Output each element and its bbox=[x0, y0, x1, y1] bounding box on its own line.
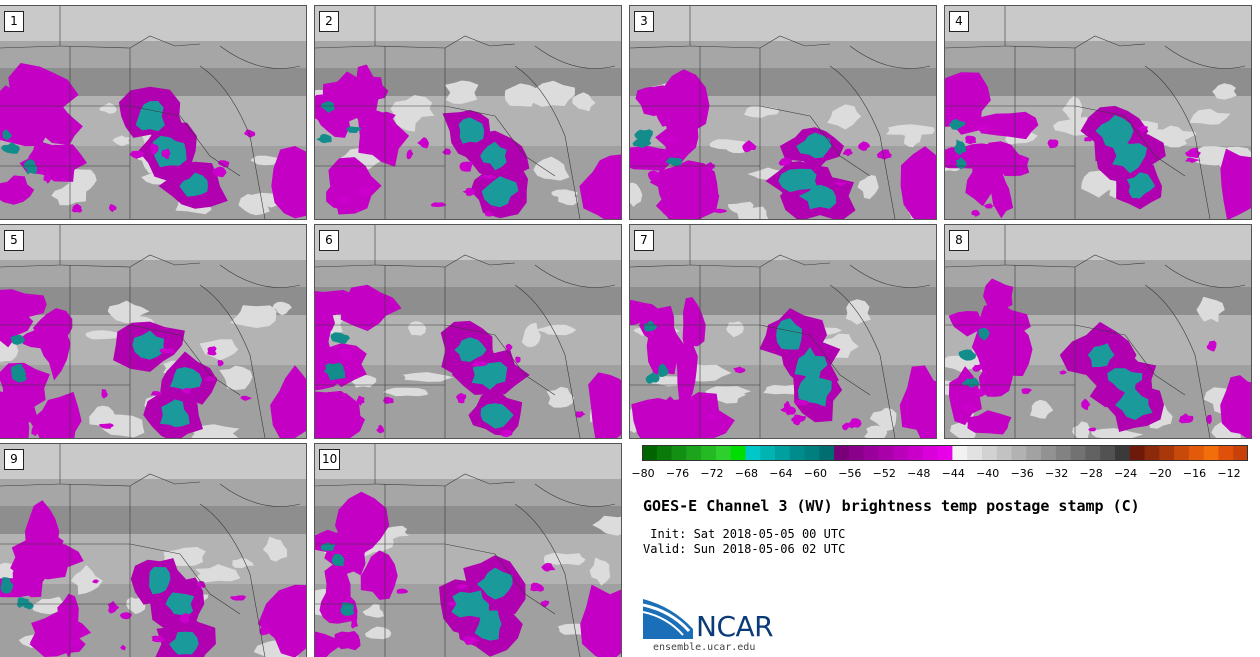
member-panel-5: 5 bbox=[0, 224, 307, 439]
colorbar-tick-label: −12 bbox=[1217, 467, 1241, 480]
colorbar-swatch bbox=[952, 445, 968, 461]
colorbar-swatch bbox=[1055, 445, 1072, 461]
colorbar-swatch bbox=[1203, 445, 1219, 461]
colorbar-tick-label: −16 bbox=[1182, 467, 1207, 480]
colorbar-swatch bbox=[893, 445, 909, 461]
wv-brightness-map bbox=[315, 444, 621, 657]
member-panel-1: 1 bbox=[0, 5, 307, 220]
colorbar-swatch bbox=[922, 445, 939, 461]
colorbar-swatch bbox=[834, 445, 850, 461]
wv-brightness-map bbox=[945, 6, 1251, 219]
panel-label: 2 bbox=[319, 11, 339, 32]
colorbar-swatch bbox=[967, 445, 983, 461]
colorbar-swatch bbox=[775, 445, 791, 461]
colorbar-swatch bbox=[671, 445, 687, 461]
colorbar-swatch bbox=[1026, 445, 1042, 461]
member-panel-6: 6 bbox=[314, 224, 622, 439]
panel-label: 3 bbox=[634, 11, 654, 32]
colorbar-tick-label: −48 bbox=[907, 467, 931, 480]
panel-label: 6 bbox=[319, 230, 339, 251]
colorbar-swatch bbox=[715, 445, 732, 461]
colorbar-swatch bbox=[745, 445, 761, 461]
colorbar bbox=[642, 445, 1248, 461]
colorbar-swatch bbox=[760, 445, 776, 461]
colorbar-swatch bbox=[789, 445, 806, 461]
colorbar-swatch bbox=[819, 445, 835, 461]
colorbar-ticks: −80 −76 −72 −68 −64 −60 −56 −52 −48 −44 −40 −36 −32−… bbox=[631, 467, 1248, 483]
colorbar-swatch bbox=[701, 445, 717, 461]
member-panel-10: 10 bbox=[314, 443, 622, 657]
member-panel-4: 4 bbox=[944, 5, 1252, 220]
colorbar-swatch bbox=[1041, 445, 1057, 461]
member-panel-3: 3 bbox=[629, 5, 937, 220]
colorbar-swatch bbox=[1070, 445, 1086, 461]
colorbar-tick-label: −36 bbox=[1010, 467, 1034, 480]
wv-brightness-map bbox=[0, 6, 306, 219]
panel-label: 5 bbox=[4, 230, 24, 251]
panel-label: 8 bbox=[949, 230, 969, 251]
colorbar-swatch bbox=[1188, 445, 1205, 461]
ncar-url: ensemble.ucar.edu bbox=[653, 642, 756, 653]
member-panel-2: 2 bbox=[314, 5, 622, 220]
colorbar-tick-label: −44 bbox=[941, 467, 965, 480]
colorbar-swatch bbox=[1011, 445, 1027, 461]
colorbar-swatch bbox=[908, 445, 924, 461]
colorbar-swatch bbox=[1218, 445, 1234, 461]
colorbar-swatch bbox=[1233, 445, 1248, 461]
colorbar-swatch bbox=[1114, 445, 1131, 461]
colorbar-tick-label: −76 bbox=[665, 467, 690, 480]
init-time: Init: Sat 2018-05-05 00 UTC bbox=[643, 527, 846, 541]
panel-label: 7 bbox=[634, 230, 654, 251]
colorbar-swatch bbox=[996, 445, 1013, 461]
member-panel-9: 9 bbox=[0, 443, 307, 657]
colorbar-swatch bbox=[1085, 445, 1101, 461]
member-panel-8: 8 bbox=[944, 224, 1252, 439]
colorbar-swatch bbox=[1144, 445, 1160, 461]
colorbar-tick-label: −20 bbox=[1148, 467, 1172, 480]
colorbar-swatch bbox=[804, 445, 820, 461]
panel-label: 10 bbox=[319, 449, 341, 470]
member-panel-7: 7 bbox=[629, 224, 937, 439]
colorbar-swatch bbox=[878, 445, 894, 461]
colorbar-tick-label: −72 bbox=[700, 467, 724, 480]
colorbar-tick-label: −64 bbox=[769, 467, 793, 480]
wv-brightness-map bbox=[0, 444, 306, 657]
colorbar-swatch bbox=[1159, 445, 1175, 461]
colorbar-swatch bbox=[981, 445, 998, 461]
chart-title: GOES-E Channel 3 (WV) brightness temp po… bbox=[643, 497, 1140, 515]
colorbar-swatch bbox=[730, 445, 746, 461]
wv-brightness-map bbox=[315, 225, 621, 438]
panel-label: 1 bbox=[4, 11, 24, 32]
colorbar-tick-label: −52 bbox=[872, 467, 896, 480]
colorbar-tick-label: −28 bbox=[1079, 467, 1103, 480]
colorbar-swatch bbox=[1100, 445, 1116, 461]
colorbar-tick-label: −68 bbox=[734, 467, 759, 480]
colorbar-swatch bbox=[1174, 445, 1190, 461]
colorbar-swatch bbox=[863, 445, 879, 461]
colorbar-swatch bbox=[1129, 445, 1146, 461]
colorbar-tick-label: −24 bbox=[1113, 467, 1138, 480]
colorbar-tick-label: −80 bbox=[631, 467, 655, 480]
panel-label: 9 bbox=[4, 449, 24, 470]
wv-brightness-map bbox=[630, 6, 936, 219]
colorbar-swatch bbox=[686, 445, 702, 461]
ncar-logo-text: NCAR bbox=[696, 610, 774, 643]
colorbar-swatch bbox=[937, 445, 953, 461]
wv-brightness-map bbox=[0, 225, 306, 438]
colorbar-tick-label: −60 bbox=[803, 467, 827, 480]
colorbar-tick-label: −32 bbox=[1045, 467, 1069, 480]
colorbar-tick-label: −56 bbox=[838, 467, 862, 480]
colorbar-swatch bbox=[848, 445, 865, 461]
wv-brightness-map bbox=[630, 225, 936, 438]
ncar-logo-icon bbox=[643, 599, 693, 639]
valid-time: Valid: Sun 2018-05-06 02 UTC bbox=[643, 542, 846, 556]
colorbar-swatch bbox=[642, 445, 658, 461]
wv-brightness-map bbox=[945, 225, 1251, 438]
colorbar-swatch bbox=[656, 445, 673, 461]
panel-label: 4 bbox=[949, 11, 969, 32]
wv-brightness-map bbox=[315, 6, 621, 219]
colorbar-tick-label: −40 bbox=[976, 467, 1000, 480]
